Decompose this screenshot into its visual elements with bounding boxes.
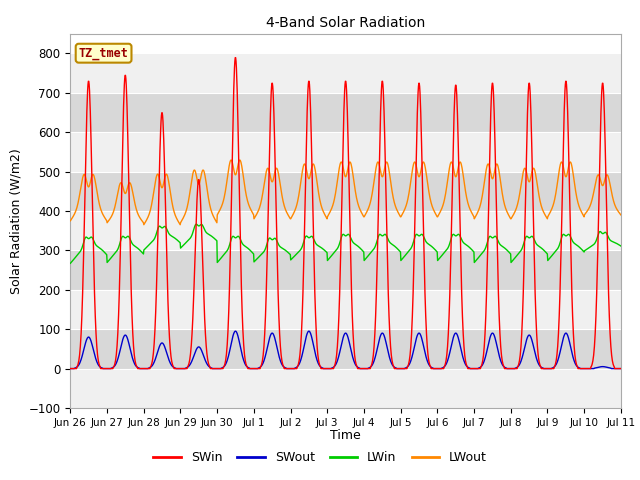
Y-axis label: Solar Radiation (W/m2): Solar Radiation (W/m2) xyxy=(10,148,23,294)
Bar xyxy=(70,290,621,329)
Bar xyxy=(70,211,621,251)
Text: TZ_tmet: TZ_tmet xyxy=(79,47,129,60)
Bar xyxy=(70,251,621,290)
Bar xyxy=(70,53,621,93)
X-axis label: Time: Time xyxy=(330,429,361,442)
Bar xyxy=(70,93,621,132)
Bar xyxy=(70,369,621,408)
Bar xyxy=(70,171,621,211)
Legend: SWin, SWout, LWin, LWout: SWin, SWout, LWin, LWout xyxy=(148,446,492,469)
Bar xyxy=(70,132,621,171)
Title: 4-Band Solar Radiation: 4-Band Solar Radiation xyxy=(266,16,425,30)
Bar xyxy=(70,329,621,369)
